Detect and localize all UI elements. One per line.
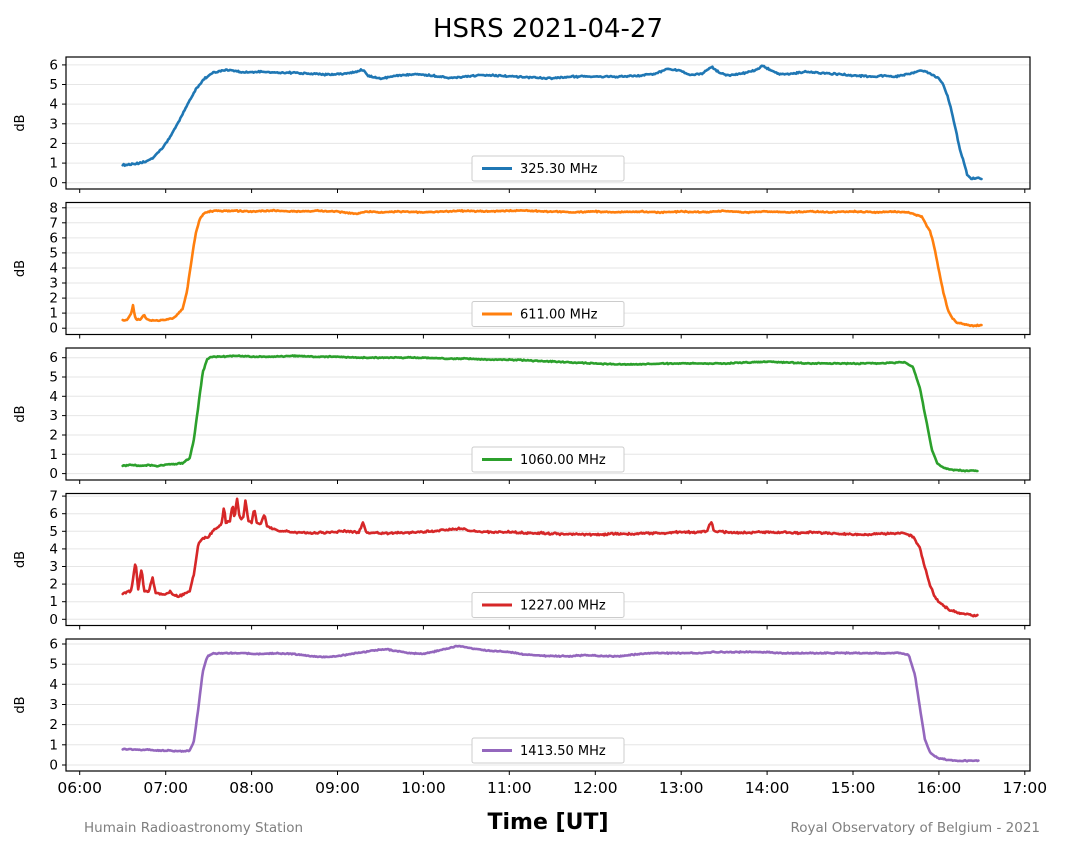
- subplot-3: 0 12 3 45 67 dB 1227.00 MHz: [13, 489, 1031, 630]
- y-tick-label: 2: [49, 717, 58, 733]
- y-tick-label: 6: [49, 637, 58, 653]
- legend-label: 1227.00 MHz: [520, 599, 606, 614]
- footer-observatory-credit: Royal Observatory of Belgium - 2021: [790, 820, 1040, 836]
- y-tick-label: 5: [49, 657, 58, 673]
- y-axis-label: dB: [13, 114, 28, 131]
- subplot-2: 0 1 2 3 4 5 6 dB 1060.00 MHz: [13, 347, 1031, 484]
- y-tick-label: 3: [49, 697, 58, 713]
- x-tick-label: 12:00: [573, 779, 618, 797]
- y-tick-label: 6: [49, 57, 58, 73]
- y-tick-label: 2: [49, 136, 58, 152]
- legend-3: 1227.00 MHz: [471, 592, 625, 618]
- x-tick-label: 08:00: [229, 779, 274, 797]
- y-axis-label: dB: [13, 260, 28, 277]
- legend-label: 611.00 MHz: [520, 308, 598, 323]
- series-line-1: [121, 208, 983, 328]
- series-line-0: [121, 64, 983, 181]
- y-tick-label: 7: [49, 215, 58, 231]
- legend-label: 1060.00 MHz: [520, 453, 606, 468]
- x-tick-label: 06:00: [57, 779, 102, 797]
- y-tick-label: 2: [49, 291, 58, 307]
- y-tick-label: 5: [49, 524, 58, 540]
- y-tick-label: 5: [49, 77, 58, 93]
- y-axis-label: dB: [13, 696, 28, 713]
- y-tick-label: 4: [49, 541, 58, 557]
- subplot-4: 0 1 2 3 4 5 6 dB 1413.50 MHz: [13, 637, 1031, 775]
- y-tick-label: 7: [49, 489, 58, 505]
- y-tick-label: 2: [49, 428, 58, 444]
- series-line-2: [121, 354, 979, 473]
- subplot-0: 0 1 2 3 4 5 6 dB 325.30 MHz: [13, 56, 1031, 193]
- y-tick-label: 3: [49, 559, 58, 575]
- y-tick-label: 6: [49, 350, 58, 366]
- y-tick-label: 4: [49, 261, 58, 277]
- y-axis-label: dB: [13, 405, 28, 422]
- y-tick-label: 4: [49, 389, 58, 405]
- legend-1: 611.00 MHz: [471, 301, 625, 327]
- y-tick-label: 3: [49, 276, 58, 292]
- x-tick-label: 17:00: [1002, 779, 1047, 797]
- y-tick-label: 0: [49, 466, 58, 482]
- legend-label: 1413.50 MHz: [520, 744, 606, 759]
- legend-2: 1060.00 MHz: [471, 446, 625, 473]
- y-tick-label: 5: [49, 245, 58, 261]
- y-tick-label: 1: [49, 447, 58, 463]
- y-tick-label: 4: [49, 97, 58, 113]
- x-tick-label: 09:00: [315, 779, 360, 797]
- y-tick-label: 0: [49, 612, 58, 628]
- y-tick-label: 3: [49, 116, 58, 132]
- x-tick-label: 07:00: [143, 779, 188, 797]
- y-tick-label: 1: [49, 594, 58, 610]
- y-tick-label: 1: [49, 156, 58, 172]
- x-tick-label: 11:00: [487, 779, 532, 797]
- x-axis-label: Time [UT]: [487, 810, 609, 835]
- y-tick-label: 1: [49, 306, 58, 322]
- legend-4: 1413.50 MHz: [471, 737, 625, 764]
- x-tick-label: 10:00: [401, 779, 446, 797]
- y-axis-label: dB: [13, 551, 28, 568]
- x-tick-label: 13:00: [659, 779, 704, 797]
- y-tick-label: 1: [49, 737, 58, 753]
- series-line-4: [121, 644, 980, 763]
- y-tick-label: 8: [49, 200, 58, 216]
- chart-title: HSRS 2021-04-27: [433, 14, 663, 44]
- x-tick-label: 14:00: [745, 779, 790, 797]
- y-tick-label: 0: [49, 758, 58, 774]
- y-tick-label: 0: [49, 321, 58, 337]
- y-tick-label: 6: [49, 506, 58, 522]
- legend-label: 325.30 MHz: [520, 162, 598, 177]
- footer-station-credit: Humain Radioastronomy Station: [84, 820, 304, 836]
- x-tick-label: 16:00: [917, 779, 962, 797]
- y-tick-label: 3: [49, 408, 58, 424]
- legend-0: 325.30 MHz: [471, 155, 625, 182]
- y-tick-label: 2: [49, 577, 58, 593]
- x-tick-label: 15:00: [831, 779, 876, 797]
- y-tick-label: 4: [49, 677, 58, 693]
- y-tick-label: 5: [49, 370, 58, 386]
- y-tick-label: 0: [49, 175, 58, 191]
- y-tick-label: 6: [49, 230, 58, 246]
- series-line-3: [121, 497, 979, 618]
